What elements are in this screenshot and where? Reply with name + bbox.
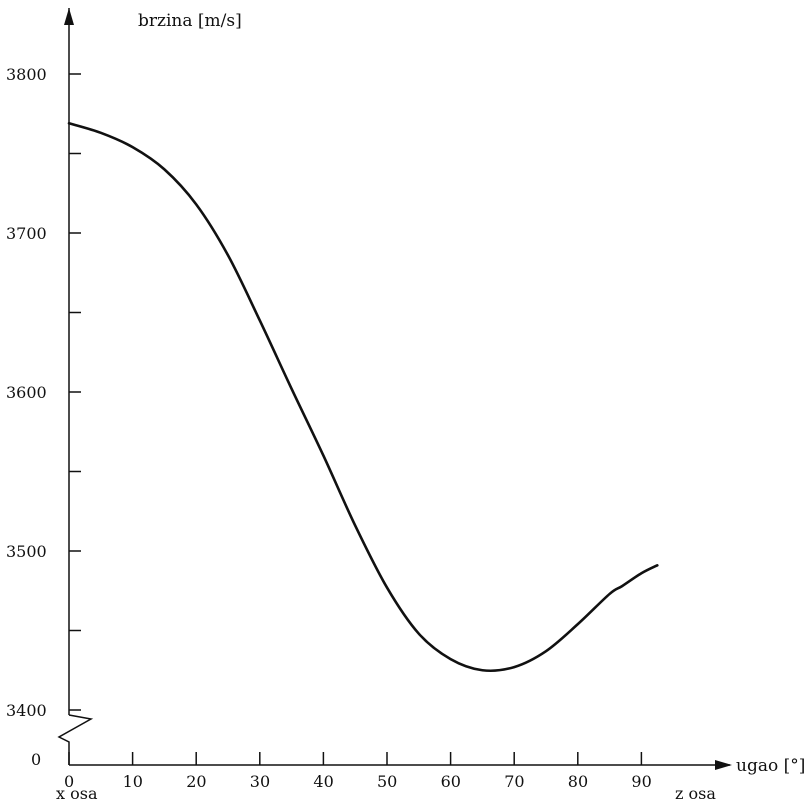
x-axis-end-note: z osa — [675, 784, 716, 803]
x-axis-start-note: x osa — [56, 784, 98, 803]
chart-ticks: 0 10 20 30 40 50 60 70 80 90 3400 3500 3600 3700 3800 — [6, 65, 652, 791]
y-axis-arrowhead — [64, 8, 74, 25]
x-tick-label-50: 50 — [377, 772, 397, 791]
y-tick-label-3800: 3800 — [6, 65, 47, 84]
y-tick-label-3400: 3400 — [6, 701, 47, 720]
chart-axes — [57, 8, 732, 770]
x-axis-arrowhead — [715, 760, 732, 770]
x-tick-label-70: 70 — [504, 772, 524, 791]
x-tick-label-90: 90 — [631, 772, 651, 791]
y-zero-label: 0 — [31, 750, 41, 769]
x-tick-label-10: 10 — [123, 772, 143, 791]
x-tick-label-20: 20 — [186, 772, 206, 791]
y-tick-label-3600: 3600 — [6, 383, 47, 402]
y-tick-label-3700: 3700 — [6, 224, 47, 243]
x-tick-label-40: 40 — [313, 772, 333, 791]
x-tick-label-0: 0 — [64, 772, 74, 791]
y-axis-label: brzina [m/s] — [138, 11, 242, 31]
x-axis-label: ugao [°] — [736, 756, 805, 776]
y-axis-break-line — [57, 714, 94, 765]
x-tick-label-80: 80 — [568, 772, 588, 791]
x-tick-label-30: 30 — [250, 772, 270, 791]
velocity-curve — [67, 121, 659, 673]
x-tick-label-60: 60 — [441, 772, 461, 791]
y-tick-label-3500: 3500 — [6, 542, 47, 561]
